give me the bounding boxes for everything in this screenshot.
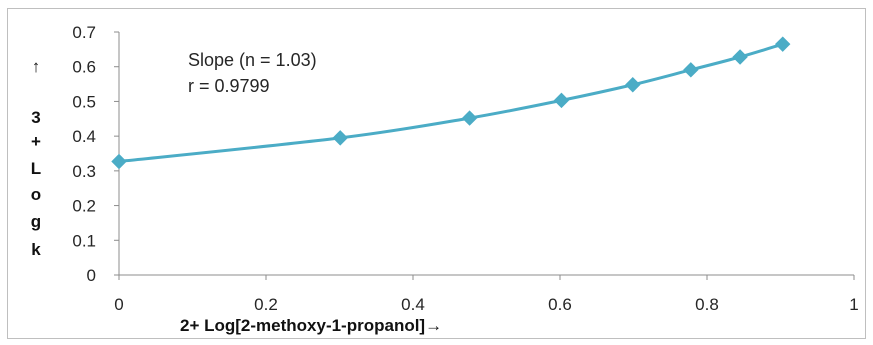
y-tick-label: 0.1 xyxy=(72,231,96,250)
y-tick-label: 0 xyxy=(87,266,96,285)
data-point-marker xyxy=(774,36,791,52)
y-tick-labels: 0 0.1 0.2 0.3 0.4 0.5 0.6 0.7 xyxy=(72,23,96,285)
x-tick-label: 0.4 xyxy=(401,295,425,314)
y-tick-label: 0.7 xyxy=(72,23,96,42)
data-point-marker xyxy=(683,62,699,78)
r-annotation: r = 0.9799 xyxy=(188,76,270,96)
x-tick-labels: 0 0.2 0.4 0.6 0.8 1 xyxy=(114,295,858,314)
y-axis-title-char: ↑ xyxy=(32,57,41,76)
x-tick-label: 0.2 xyxy=(254,295,278,314)
y-tick-label: 0.3 xyxy=(72,162,96,181)
y-tick-label: 0.4 xyxy=(72,127,96,146)
data-point-marker xyxy=(332,130,348,146)
y-axis-title-char: o xyxy=(31,185,41,204)
x-axis-title: 2+ Log[2-methoxy-1-propanol]→ xyxy=(180,316,442,335)
series-layer xyxy=(111,36,791,170)
y-axis-title-char: g xyxy=(31,212,41,231)
data-point-marker xyxy=(625,77,641,93)
y-tick-label: 0.5 xyxy=(72,92,96,111)
data-point-marker xyxy=(732,49,748,65)
y-axis-title-char: k xyxy=(31,240,41,259)
x-tick-label: 0 xyxy=(114,295,123,314)
y-axis-title-char: L xyxy=(31,159,41,178)
data-point-marker xyxy=(461,110,478,126)
x-tick-label: 0.8 xyxy=(695,295,719,314)
y-axis-title-char: 3 xyxy=(31,108,40,127)
data-point-marker xyxy=(111,153,127,170)
slope-annotation: Slope (n = 1.03) xyxy=(188,50,317,70)
chart-frame xyxy=(7,8,866,339)
annotations: Slope (n = 1.03) r = 0.9799 xyxy=(188,50,317,96)
y-tick-label: 0.6 xyxy=(72,58,96,77)
x-tick-label: 1 xyxy=(849,295,858,314)
data-point-marker xyxy=(553,92,570,109)
y-tick-label: 0.2 xyxy=(72,197,96,216)
y-axis-title-char: + xyxy=(31,132,41,151)
axes xyxy=(114,31,855,280)
x-tick-label: 0.6 xyxy=(548,295,572,314)
